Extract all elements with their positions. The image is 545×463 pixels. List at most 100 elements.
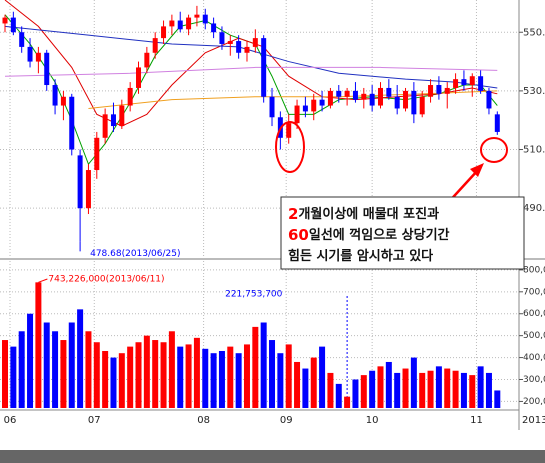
candle-body: [386, 87, 392, 97]
candle-body: [436, 85, 442, 94]
candle-body: [403, 90, 409, 109]
candle-body: [394, 96, 400, 109]
volume-bar: [52, 331, 59, 408]
candle-body: [461, 79, 467, 86]
candle-body: [453, 79, 459, 88]
candle-body: [85, 170, 91, 209]
volume-bar: [460, 372, 467, 408]
volume-bar: [410, 357, 417, 408]
volume-bar: [260, 322, 267, 408]
volume-bar: [419, 372, 426, 408]
callout-text: 일선에 꺽임으로 상당기간: [309, 227, 450, 243]
volume-bar: [210, 353, 217, 408]
volume-bar: [427, 370, 434, 408]
candle-body: [227, 41, 233, 44]
callout-text: 2: [288, 205, 298, 223]
volume-bar: [10, 346, 17, 408]
candle-body: [10, 17, 16, 33]
candle-body: [186, 17, 192, 30]
candle-body: [169, 20, 175, 27]
callout-line: 2개월이상에 매물대 포진과: [288, 205, 439, 223]
candle-body: [144, 52, 150, 68]
callout-text: 개월이상에 매물대 포진과: [298, 206, 439, 222]
candle-body: [194, 14, 200, 18]
volume-bar: [27, 313, 34, 408]
candle-body: [94, 137, 100, 171]
candle-body: [161, 26, 167, 39]
volume-max-annotation: 743,226,000(2013/06/11): [48, 275, 164, 285]
candle-body: [411, 90, 417, 115]
candle-body: [419, 96, 425, 115]
x-tick-label: 09: [280, 415, 293, 426]
candle-body: [236, 41, 242, 53]
candle-body: [244, 46, 250, 53]
volume-bar: [369, 370, 376, 408]
volume-bar: [394, 372, 401, 408]
volume-bar: [252, 326, 259, 408]
volume-bar: [168, 331, 175, 408]
volume-bar: [2, 340, 9, 408]
volume-bar: [269, 340, 276, 408]
x-tick-label: 11: [470, 415, 483, 426]
volume-bar: [444, 368, 451, 408]
candle-body: [344, 90, 350, 97]
candle-body: [486, 90, 492, 109]
candle-body: [102, 114, 108, 138]
status-bar: [0, 450, 545, 463]
volume-bar: [102, 351, 109, 408]
y-tick-label: 300,000: [523, 375, 545, 385]
moving-average-line: [88, 90, 498, 109]
candle-body: [311, 99, 317, 112]
candle-body: [302, 105, 308, 112]
candle-body: [352, 90, 358, 100]
volume-bar: [127, 346, 134, 408]
volume-bar: [243, 344, 250, 408]
callout-box: [280, 196, 525, 270]
candle-body: [211, 23, 217, 33]
volume-bar: [93, 342, 100, 408]
volume-bar: [377, 366, 384, 408]
volume-bar: [402, 368, 409, 408]
volume-bar: [335, 383, 342, 408]
candle-body: [428, 85, 434, 97]
low-annotation: 478.68(2013/06/25): [90, 249, 180, 259]
volume-bar: [193, 337, 200, 408]
volume-bar: [294, 361, 301, 408]
callout-line: 힘든 시기를 암시하고 있다: [288, 248, 433, 264]
volume-bar: [110, 357, 117, 408]
candle-body: [361, 93, 367, 100]
volume-bar: [60, 340, 67, 408]
candle-body: [294, 105, 300, 124]
volume-bar: [477, 366, 484, 408]
highlight-circle: [275, 121, 305, 173]
candle-body: [444, 87, 450, 94]
candle-body: [152, 38, 158, 53]
highlight-circle: [480, 137, 508, 163]
y-tick-label: 400,000: [523, 353, 545, 363]
volume-bar: [469, 375, 476, 408]
volume-bar: [352, 379, 359, 408]
annotation-pointer: [38, 278, 48, 283]
y-tick-label: 510.00: [523, 145, 545, 156]
volume-bar: [452, 370, 459, 408]
volume-bar: [77, 309, 84, 408]
candle-body: [252, 38, 258, 47]
candle-body: [19, 32, 25, 47]
volume-bar: [85, 331, 92, 408]
volume-bar: [35, 282, 42, 408]
candle-body: [2, 17, 8, 24]
candle-body: [369, 93, 375, 106]
x-tick-label: 07: [88, 415, 101, 426]
volume-bar: [344, 396, 351, 408]
volume-bar: [143, 335, 150, 408]
volume-bar: [185, 344, 192, 408]
y-tick-label: 700,000: [523, 287, 545, 297]
x-tick-label: 08: [197, 415, 210, 426]
callout-line: 60일선에 꺽임으로 상당기간: [288, 226, 450, 244]
candle-body: [127, 87, 133, 106]
volume-bar: [310, 357, 317, 408]
candle-body: [494, 114, 500, 132]
x-tick-label: 06: [4, 415, 17, 426]
y-tick-label: 800,000: [523, 265, 545, 275]
volume-bar: [385, 361, 392, 408]
